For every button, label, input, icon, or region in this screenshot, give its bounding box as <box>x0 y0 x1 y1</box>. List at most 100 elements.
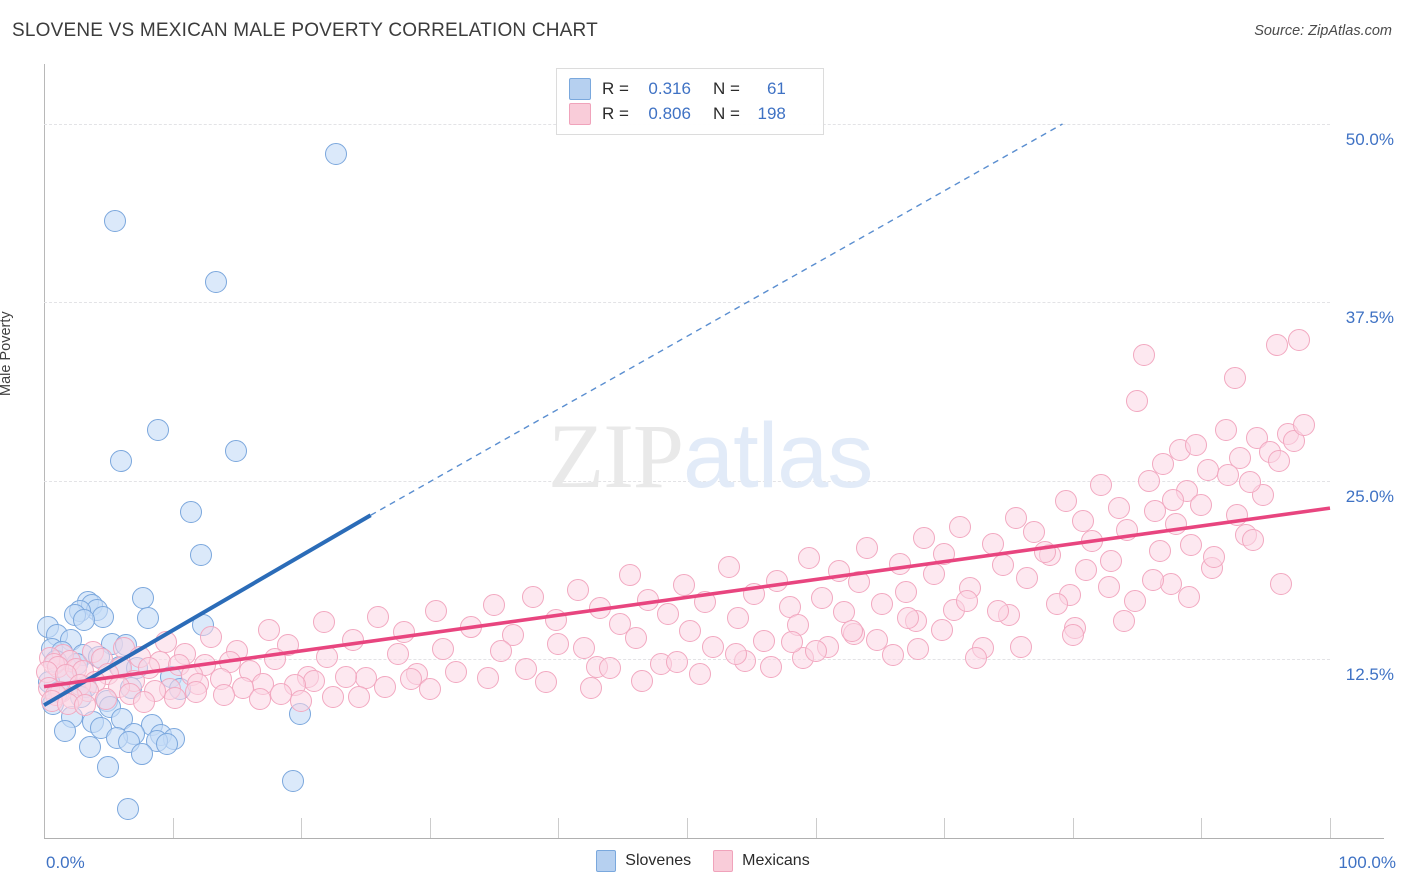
scatter-point-mexicans[interactable] <box>1288 328 1311 351</box>
scatter-point-mexicans[interactable] <box>881 644 904 667</box>
scatter-point-mexicans[interactable] <box>811 587 834 610</box>
scatter-point-mexicans[interactable] <box>184 681 207 704</box>
scatter-point-mexicans[interactable] <box>665 651 688 674</box>
scatter-point-mexicans[interactable] <box>1061 624 1084 647</box>
scatter-point-slovenes[interactable] <box>103 210 126 233</box>
scatter-point-mexicans[interactable] <box>982 532 1005 555</box>
scatter-point-mexicans[interactable] <box>1046 592 1069 615</box>
scatter-point-mexicans[interactable] <box>544 608 567 631</box>
scatter-point-mexicans[interactable] <box>1228 447 1251 470</box>
scatter-point-mexicans[interactable] <box>588 597 611 620</box>
scatter-point-mexicans[interactable] <box>386 642 409 665</box>
scatter-point-slovenes[interactable] <box>156 732 179 755</box>
scatter-point-mexicans[interactable] <box>348 685 371 708</box>
scatter-point-mexicans[interactable] <box>573 637 596 660</box>
scatter-point-mexicans[interactable] <box>948 515 971 538</box>
scatter-point-mexicans[interactable] <box>1241 528 1264 551</box>
scatter-point-mexicans[interactable] <box>1072 509 1095 532</box>
scatter-point-mexicans[interactable] <box>1214 418 1237 441</box>
scatter-point-slovenes[interactable] <box>324 142 347 165</box>
scatter-point-mexicans[interactable] <box>1293 414 1316 437</box>
scatter-point-mexicans[interactable] <box>1185 434 1208 457</box>
scatter-point-slovenes[interactable] <box>189 544 212 567</box>
scatter-point-mexicans[interactable] <box>566 578 589 601</box>
scatter-point-mexicans[interactable] <box>753 629 776 652</box>
scatter-point-mexicans[interactable] <box>759 655 782 678</box>
scatter-point-mexicans[interactable] <box>630 669 653 692</box>
scatter-point-mexicans[interactable] <box>1081 529 1104 552</box>
scatter-point-mexicans[interactable] <box>624 627 647 650</box>
scatter-point-mexicans[interactable] <box>1267 449 1290 472</box>
scatter-point-mexicans[interactable] <box>1097 575 1120 598</box>
scatter-point-slovenes[interactable] <box>179 501 202 524</box>
scatter-point-mexicans[interactable] <box>459 615 482 638</box>
scatter-point-mexicans[interactable] <box>521 585 544 608</box>
scatter-point-mexicans[interactable] <box>431 638 454 661</box>
scatter-point-mexicans[interactable] <box>425 599 448 622</box>
scatter-point-mexicans[interactable] <box>1015 567 1038 590</box>
scatter-point-mexicans[interactable] <box>1164 512 1187 535</box>
scatter-point-mexicans[interactable] <box>373 675 396 698</box>
scatter-point-mexicans[interactable] <box>1151 452 1174 475</box>
scatter-point-mexicans[interactable] <box>258 618 281 641</box>
scatter-point-mexicans[interactable] <box>866 628 889 651</box>
scatter-point-mexicans[interactable] <box>1239 471 1262 494</box>
scatter-point-slovenes[interactable] <box>132 587 155 610</box>
scatter-point-mexicans[interactable] <box>1223 367 1246 390</box>
scatter-point-mexicans[interactable] <box>290 689 313 712</box>
legend-item-mexicans[interactable]: Mexicans <box>713 850 810 872</box>
scatter-point-mexicans[interactable] <box>269 682 292 705</box>
scatter-point-mexicans[interactable] <box>701 635 724 658</box>
scatter-point-mexicans[interactable] <box>637 588 660 611</box>
scatter-point-slovenes[interactable] <box>92 605 115 628</box>
scatter-point-mexicans[interactable] <box>1270 572 1293 595</box>
scatter-point-mexicans[interactable] <box>1137 469 1160 492</box>
scatter-point-mexicans[interactable] <box>341 628 364 651</box>
scatter-point-mexicans[interactable] <box>534 671 557 694</box>
scatter-point-mexicans[interactable] <box>1090 474 1113 497</box>
scatter-point-mexicans[interactable] <box>856 537 879 560</box>
scatter-point-mexicans[interactable] <box>742 582 765 605</box>
scatter-point-mexicans[interactable] <box>476 667 499 690</box>
scatter-point-mexicans[interactable] <box>688 662 711 685</box>
scatter-point-mexicans[interactable] <box>930 618 953 641</box>
scatter-point-slovenes[interactable] <box>110 449 133 472</box>
scatter-point-slovenes[interactable] <box>205 271 228 294</box>
scatter-point-mexicans[interactable] <box>922 562 945 585</box>
scatter-point-mexicans[interactable] <box>894 581 917 604</box>
scatter-point-mexicans[interactable] <box>579 677 602 700</box>
scatter-point-mexicans[interactable] <box>335 665 358 688</box>
scatter-point-slovenes[interactable] <box>79 735 102 758</box>
scatter-point-mexicans[interactable] <box>1113 609 1136 632</box>
scatter-point-mexicans[interactable] <box>200 625 223 648</box>
scatter-point-mexicans[interactable] <box>322 685 345 708</box>
scatter-point-slovenes[interactable] <box>116 798 139 821</box>
scatter-point-mexicans[interactable] <box>444 661 467 684</box>
scatter-point-slovenes[interactable] <box>282 769 305 792</box>
scatter-point-slovenes[interactable] <box>130 742 153 765</box>
scatter-point-mexicans[interactable] <box>724 642 747 665</box>
scatter-point-mexicans[interactable] <box>656 602 679 625</box>
scatter-point-mexicans[interactable] <box>1177 585 1200 608</box>
scatter-point-mexicans[interactable] <box>315 645 338 668</box>
scatter-point-mexicans[interactable] <box>367 605 390 628</box>
scatter-point-mexicans[interactable] <box>1115 518 1138 541</box>
scatter-point-mexicans[interactable] <box>1123 589 1146 612</box>
scatter-point-mexicans[interactable] <box>1074 558 1097 581</box>
scatter-point-mexicans[interactable] <box>1217 464 1240 487</box>
scatter-point-mexicans[interactable] <box>1010 635 1033 658</box>
scatter-point-mexicans[interactable] <box>933 542 956 565</box>
scatter-point-mexicans[interactable] <box>678 619 701 642</box>
scatter-point-mexicans[interactable] <box>1132 344 1155 367</box>
scatter-point-mexicans[interactable] <box>1196 458 1219 481</box>
scatter-point-mexicans[interactable] <box>804 639 827 662</box>
legend-item-slovenes[interactable]: Slovenes <box>596 850 691 872</box>
scatter-point-mexicans[interactable] <box>766 569 789 592</box>
scatter-point-mexicans[interactable] <box>1266 334 1289 357</box>
scatter-point-slovenes[interactable] <box>224 440 247 462</box>
scatter-point-mexicans[interactable] <box>1162 488 1185 511</box>
scatter-point-mexicans[interactable] <box>840 619 863 642</box>
scatter-point-slovenes[interactable] <box>147 418 170 441</box>
scatter-point-mexicans[interactable] <box>1126 390 1149 413</box>
scatter-point-mexicans[interactable] <box>827 559 850 582</box>
